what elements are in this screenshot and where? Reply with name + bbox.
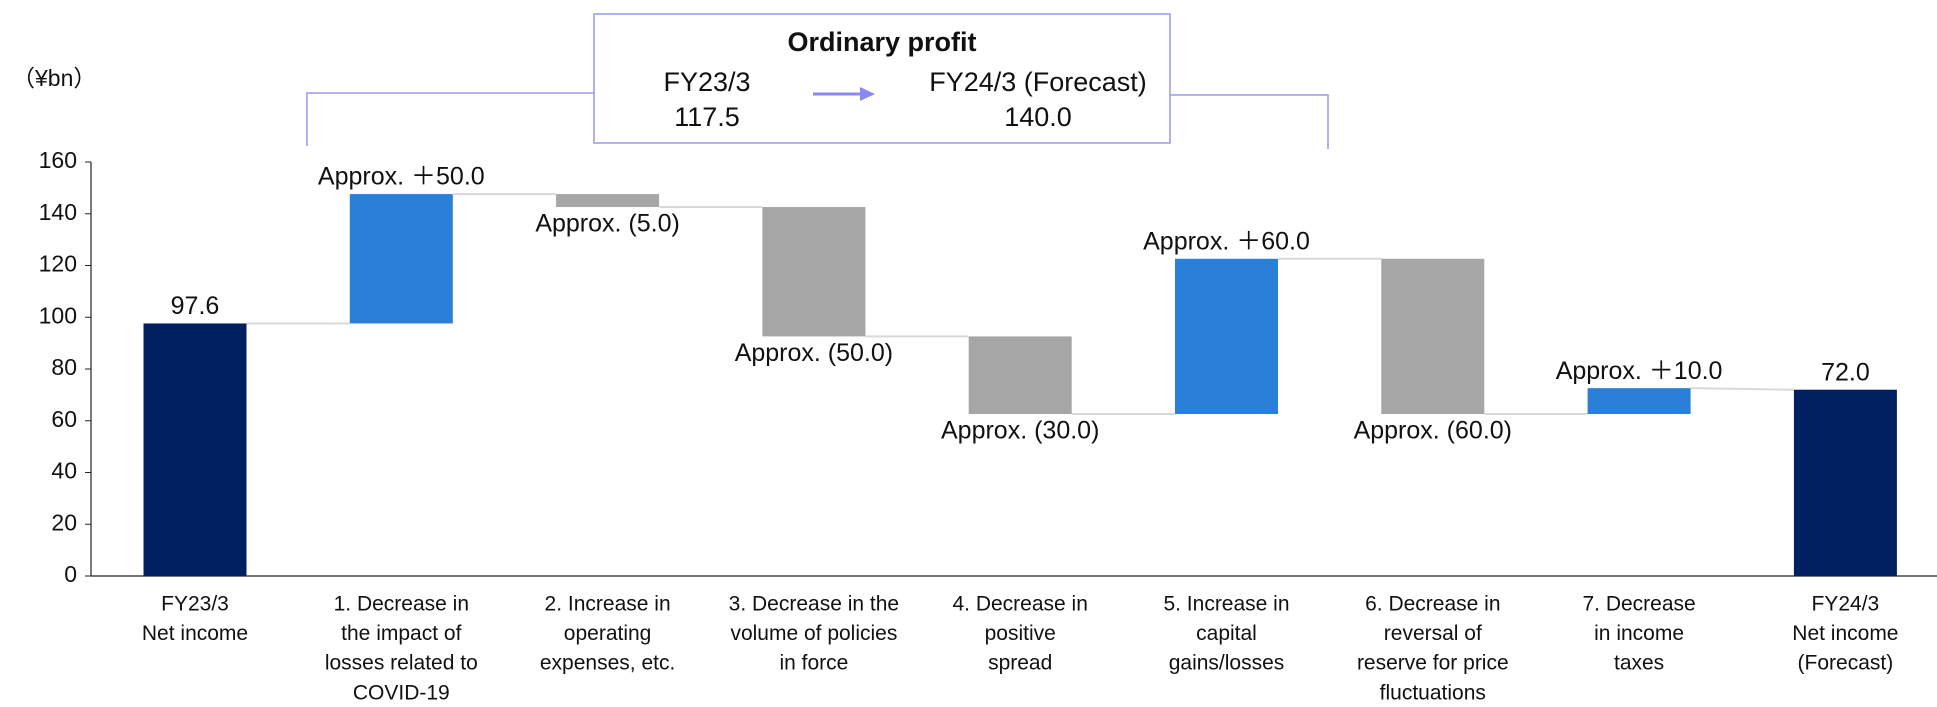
bar: [143, 323, 247, 576]
x-tick-label: losses related to: [325, 652, 478, 675]
bracket-left: [306, 92, 594, 146]
bar: [762, 207, 866, 337]
x-tick-label: taxes: [1614, 652, 1664, 675]
x-tick-label: operating: [564, 622, 652, 645]
y-tick-label: 140: [39, 199, 77, 225]
bar: [349, 194, 453, 324]
bracket-right: [1170, 94, 1329, 149]
y-tick-label: 120: [39, 251, 77, 277]
x-tick-label: expenses, etc.: [540, 652, 675, 675]
bar: [1587, 388, 1691, 415]
x-tick-label: COVID-19: [353, 681, 450, 704]
y-tick-label: 40: [51, 458, 77, 484]
x-tick-label: volume of policies: [730, 622, 897, 645]
value-label: Approx. ＋10.0: [1556, 357, 1723, 385]
value-label: Approx. ＋50.0: [318, 163, 485, 191]
y-unit-label: （¥bn）: [12, 65, 96, 91]
x-tick-label: FY24/3: [1812, 593, 1880, 616]
x-tick-label: (Forecast): [1798, 652, 1894, 675]
y-tick-label: 160: [39, 147, 77, 173]
annotation-title: Ordinary profit: [787, 27, 976, 57]
annotation-box: [593, 13, 1171, 144]
value-label: Approx. (30.0): [941, 417, 1099, 445]
x-tick-label: 7. Decrease: [1582, 593, 1695, 616]
y-tick-label: 0: [64, 561, 77, 587]
x-tick-label: reversal of: [1384, 622, 1482, 645]
x-tick-label: 5. Increase in: [1163, 593, 1289, 616]
y-tick-label: 100: [39, 302, 77, 328]
x-tick-label: 1. Decrease in: [334, 593, 469, 616]
x-tick-label: spread: [988, 652, 1052, 675]
x-tick-label: reserve for price: [1357, 652, 1509, 675]
value-label: Approx. (60.0): [1354, 417, 1512, 445]
x-tick-label: 3. Decrease in the: [729, 593, 899, 616]
bar: [1381, 258, 1485, 415]
x-tick-label: capital: [1196, 622, 1257, 645]
x-tick-label: 4. Decrease in: [952, 593, 1087, 616]
annotation-from-label: FY23/3: [663, 67, 750, 97]
x-tick-label: 2. Increase in: [545, 593, 671, 616]
annotation-from-value: 117.5: [674, 102, 740, 132]
annotation-to-label: FY24/3 (Forecast): [929, 67, 1147, 97]
x-tick-label: 6. Decrease in: [1365, 593, 1500, 616]
x-tick-label: the impact of: [341, 622, 461, 645]
x-tick-label: Net income: [142, 622, 248, 645]
annotation-to-value: 140.0: [1004, 102, 1072, 132]
x-tick-label: in income: [1594, 622, 1684, 645]
value-label: Approx. ＋60.0: [1143, 227, 1310, 255]
y-tick-label: 60: [51, 406, 77, 432]
bar: [1175, 258, 1278, 415]
x-tick-label: gains/losses: [1169, 652, 1285, 675]
bar: [556, 194, 660, 208]
y-tick-label: 80: [51, 354, 77, 380]
connector: [1690, 387, 1794, 391]
value-label: 97.6: [171, 292, 220, 320]
value-label: Approx. (50.0): [735, 339, 893, 367]
bar: [1793, 389, 1897, 576]
bar: [968, 336, 1072, 415]
value-label: 72.0: [1821, 358, 1870, 386]
x-tick-label: FY23/3: [161, 593, 229, 616]
value-label: Approx. (5.0): [535, 210, 680, 238]
annotation-arrowhead: [860, 87, 875, 101]
x-tick-label: fluctuations: [1380, 681, 1486, 704]
x-tick-label: positive: [985, 622, 1056, 645]
x-tick-label: in force: [779, 652, 848, 675]
y-tick-label: 20: [51, 509, 77, 535]
x-tick-label: Net income: [1792, 622, 1898, 645]
